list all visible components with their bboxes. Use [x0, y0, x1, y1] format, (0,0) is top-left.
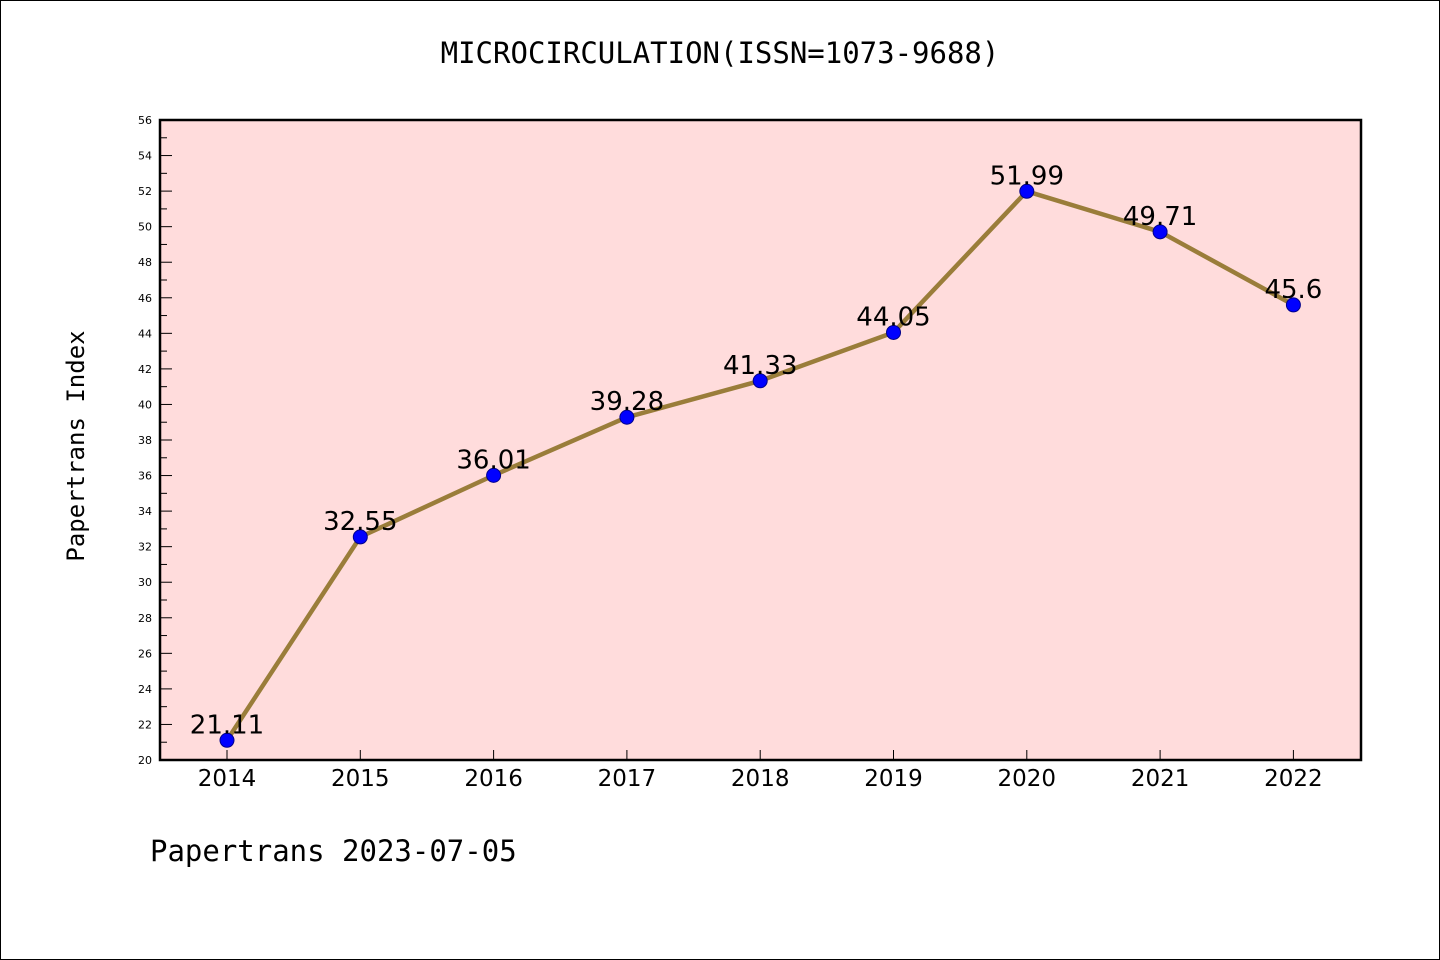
x-axis: 2014 2015 2016 2017 2018 2019 2020 2021 2022 [198, 750, 1323, 792]
y-tick-label: 26 [138, 647, 152, 660]
footer-text: Papertrans 2023-07-05 [150, 834, 517, 868]
y-tick-label: 56 [138, 114, 152, 127]
chart-title: MICROCIRCULATION(ISSN=1073-9688) [440, 36, 1000, 70]
series-markers [219, 183, 1301, 748]
x-tick-label: 2018 [731, 766, 790, 792]
y-tick-label: 36 [138, 470, 152, 483]
y-tick-label: 42 [138, 363, 152, 376]
y-tick-label: 46 [138, 292, 152, 305]
y-tick-label: 20 [138, 754, 152, 767]
y-axis: 20 22 24 26 28 30 32 34 36 38 40 42 44 46 48 50 52 54 56 [138, 114, 172, 767]
data-label: 51.99 [990, 161, 1064, 191]
data-label: 32.55 [323, 507, 397, 537]
y-tick-label: 24 [138, 683, 152, 696]
data-label: 41.33 [723, 351, 797, 381]
plot-border [158, 118, 1363, 762]
x-tick-label: 2021 [1131, 766, 1190, 792]
data-point [752, 373, 768, 389]
y-tick-label: 38 [138, 434, 152, 447]
y-tick-label: 44 [138, 327, 152, 340]
data-point [352, 529, 368, 545]
y-tick-label: 32 [138, 541, 152, 554]
data-label: 49.71 [1123, 202, 1197, 232]
data-point [1152, 224, 1168, 240]
x-tick-label: 2022 [1264, 766, 1323, 792]
y-tick-label: 28 [138, 612, 152, 625]
y-tick-label: 52 [138, 185, 152, 198]
y-tick-label: 30 [138, 576, 152, 589]
data-point [219, 732, 235, 748]
x-tick-label: 2016 [464, 766, 523, 792]
y-tick-label: 40 [138, 398, 152, 411]
data-point [1285, 297, 1301, 313]
y-tick-label: 34 [138, 505, 152, 518]
x-tick-label: 2015 [331, 766, 390, 792]
x-tick-label: 2014 [198, 766, 257, 792]
y-tick-label: 22 [138, 718, 152, 731]
y-tick-label: 50 [138, 221, 152, 234]
data-label: 39.28 [590, 387, 664, 417]
data-labels: 21.11 32.55 36.01 39.28 41.33 44.05 51.99 49.71… [190, 161, 1323, 740]
y-tick-label: 54 [138, 150, 152, 163]
data-label: 44.05 [856, 302, 930, 332]
data-label: 36.01 [456, 445, 530, 475]
x-tick-label: 2017 [598, 766, 657, 792]
data-point [886, 324, 901, 340]
data-point [486, 467, 502, 483]
data-point [1019, 183, 1035, 199]
x-tick-label: 2019 [864, 766, 923, 792]
x-tick-label: 2020 [998, 766, 1057, 792]
data-label: 21.11 [190, 710, 264, 740]
data-label: 45.6 [1264, 275, 1322, 305]
y-tick-label: 48 [138, 256, 152, 269]
data-point [619, 409, 635, 425]
